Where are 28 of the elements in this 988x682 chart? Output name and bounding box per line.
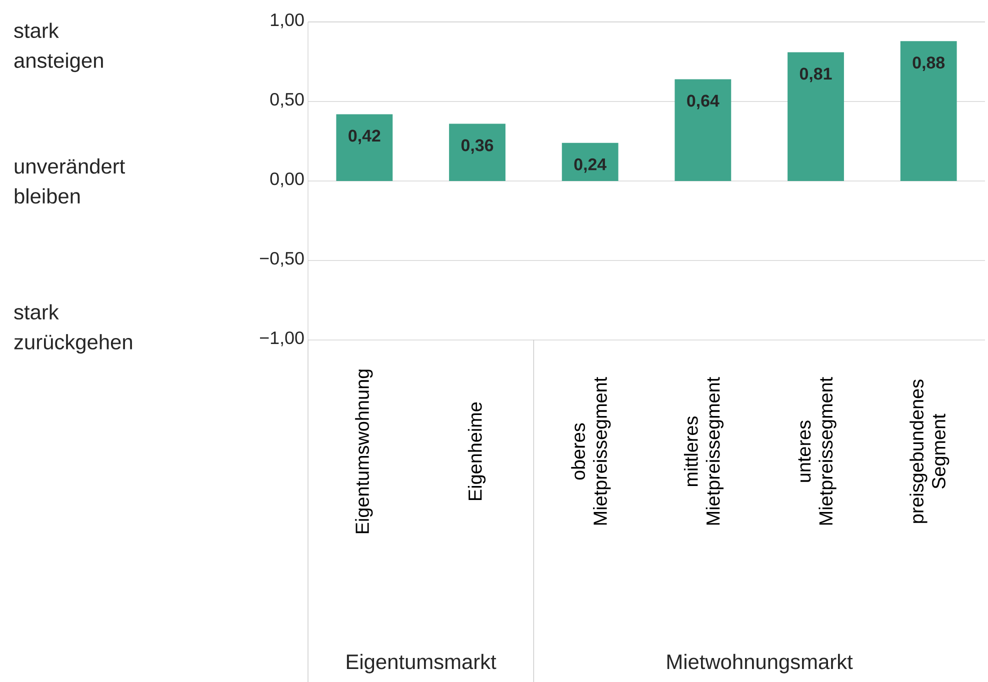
data-label: 0,81 — [800, 68, 832, 82]
bar — [900, 40, 957, 181]
y-tick-label: 1,00 — [270, 13, 304, 28]
text: stark zurückgehen — [14, 304, 132, 354]
text: unverändert bleiben — [14, 158, 125, 204]
data-label: 0,42 — [348, 130, 380, 144]
text: stark ansteigen — [14, 22, 103, 72]
bar — [336, 114, 393, 181]
text: Mietwohnungsmarkt — [667, 654, 853, 674]
x-tick-label: oberes Mietpreissegment — [571, 376, 611, 525]
x-tick-label: Eigenheime — [468, 402, 486, 500]
bar — [788, 52, 844, 181]
y-tick-label: 0,00 — [270, 172, 304, 188]
bar — [674, 79, 732, 181]
x-tick-label: Eigentumswohnung — [355, 370, 373, 533]
data-label: 0,64 — [687, 94, 720, 110]
data-label: 0,88 — [912, 56, 945, 71]
text: Eigentumsmarkt — [346, 654, 496, 674]
bar — [562, 142, 618, 181]
bar — [449, 124, 506, 181]
data-label: 0,36 — [461, 139, 494, 154]
x-tick-label: unteres Mietpreissegment — [798, 376, 836, 525]
y-tick-label: −0,50 — [260, 252, 304, 267]
y-tick-label: −1,00 — [260, 331, 304, 346]
x-tick-label: preisgebundenes Segment — [910, 379, 950, 523]
x-tick-label: mittleres Mietpreissegment — [684, 376, 724, 525]
data-label: 0,24 — [574, 158, 606, 173]
y-tick-label: 0,50 — [270, 92, 304, 108]
